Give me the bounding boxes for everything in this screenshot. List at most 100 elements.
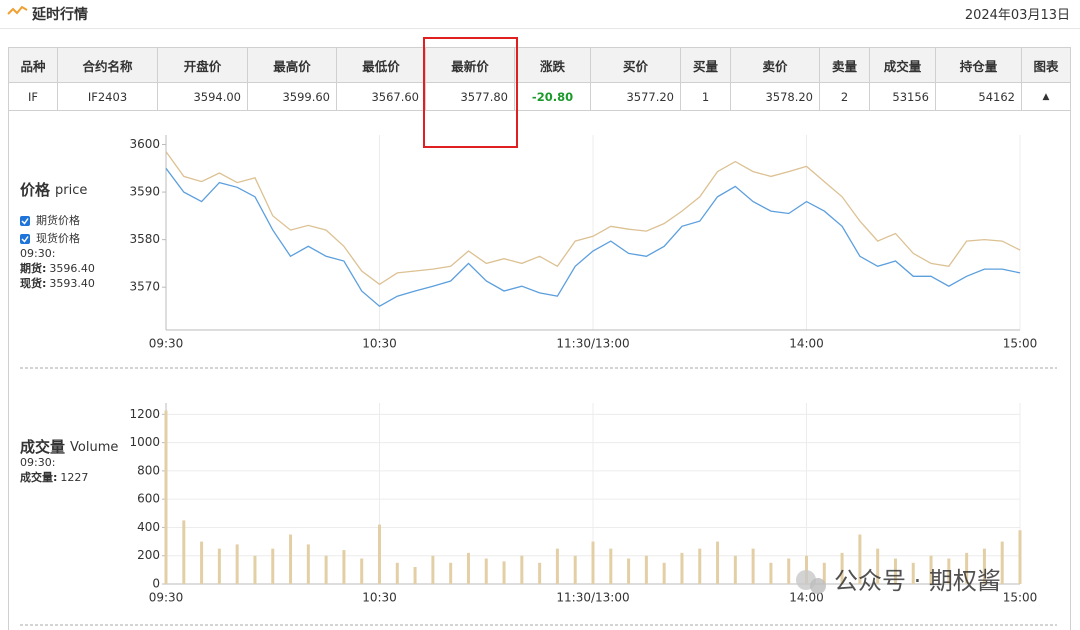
y-tick-label: 3590 — [129, 185, 160, 199]
price-line — [165, 167, 1021, 307]
volume-bar — [893, 558, 897, 584]
readout-value: 3596.40 — [49, 262, 95, 275]
panel-subtitle: Volume — [70, 440, 118, 455]
header-date: 2024年03月13日 — [964, 8, 1070, 23]
highlight-box — [423, 37, 518, 148]
x-tick-label: 11:30/13:00 — [556, 337, 629, 351]
volume-bar — [413, 567, 417, 584]
volume-bar — [716, 541, 720, 584]
panel-title: 价格 price — [20, 181, 87, 199]
x-tick-label: 09:30 — [149, 337, 184, 351]
cell: 1 — [680, 82, 731, 111]
data-row: IF IF2403 3594.00 3599.60 3567.60 3577.80 -20.… — [8, 82, 1071, 111]
volume-bar — [555, 548, 559, 584]
column-header: 买量 — [680, 47, 731, 83]
volume-bar — [182, 520, 186, 584]
legend-label: 现货价格 — [36, 231, 80, 245]
readout-label: 期货: — [20, 261, 46, 275]
chart-toggle[interactable]: ▲ — [1021, 82, 1071, 111]
volume-bar — [644, 555, 648, 584]
cell: IF — [8, 82, 58, 111]
volume-bar — [805, 555, 808, 584]
header-row: 品种 合约名称 开盘价 最高价 最低价 最新价 涨跌 买价 买量 卖价 卖量 成交量 持仓量 图表 — [8, 47, 1071, 83]
x-tick-label: 10:30 — [362, 337, 397, 351]
volume-bar — [1018, 530, 1022, 584]
readout-time: 09:30: — [20, 247, 55, 260]
x-tick-label: 10:30 — [362, 591, 397, 605]
volume-bar — [947, 558, 951, 584]
cell: 53156 — [869, 82, 936, 111]
panel-title-main: 成交量 — [20, 438, 65, 456]
volume-bar — [876, 548, 880, 584]
x-tick-label: 15:00 — [1003, 337, 1038, 351]
volume-bar — [982, 548, 986, 584]
column-header: 品种 — [8, 47, 58, 83]
legend-checkbox[interactable] — [20, 216, 30, 226]
volume-bar — [289, 534, 293, 584]
column-header: 图表 — [1021, 47, 1071, 83]
cell: 54162 — [935, 82, 1022, 111]
volume-bar — [306, 544, 310, 584]
legend-checkbox[interactable] — [20, 234, 30, 244]
y-tick-label: 3600 — [129, 137, 160, 151]
y-tick-label: 1000 — [129, 435, 160, 449]
panel-subtitle: price — [55, 183, 87, 198]
column-header: 开盘价 — [157, 47, 248, 83]
volume-bar — [822, 562, 826, 584]
y-tick-label: 600 — [137, 492, 160, 506]
volume-bar — [200, 541, 204, 584]
volume-bar — [1000, 541, 1004, 584]
y-tick-label: 3580 — [129, 232, 160, 246]
volume-bar — [360, 558, 364, 584]
volume-bar — [395, 562, 399, 584]
panel-title: 成交量 Volume — [20, 438, 118, 456]
volume-bar — [449, 562, 453, 584]
readout-value: 1227 — [60, 471, 88, 484]
column-header: 最高价 — [247, 47, 337, 83]
volume-bar — [378, 524, 381, 584]
volume-bar — [324, 555, 328, 584]
cell: 3594.00 — [157, 82, 248, 111]
readout-label: 现货: — [20, 276, 46, 290]
volume-bar — [787, 558, 791, 584]
watermark-icon — [810, 578, 826, 594]
readout-value: 3593.40 — [49, 277, 95, 290]
column-header: 买价 — [590, 47, 681, 83]
cell: 3577.80 — [425, 82, 515, 111]
column-header: 最新价 — [425, 47, 515, 83]
chart-frame — [8, 110, 1071, 630]
column-header: 成交量 — [869, 47, 936, 83]
y-tick-label: 1200 — [129, 407, 160, 421]
cell: 2 — [819, 82, 870, 111]
price-line — [165, 151, 1021, 286]
quote-table: 品种 合约名称 开盘价 最高价 最低价 最新价 涨跌 买价 买量 卖价 卖量 成交量 持仓量 图表 IF IF… — [8, 47, 1071, 111]
volume-bar — [431, 555, 435, 584]
x-tick-label: 09:30 — [149, 591, 184, 605]
column-header: 涨跌 — [514, 47, 591, 83]
x-tick-label: 14:00 — [789, 591, 824, 605]
volume-bar — [911, 562, 915, 584]
x-tick-label: 15:00 — [1003, 591, 1038, 605]
volume-bar — [520, 555, 524, 584]
volume-bar — [662, 562, 666, 584]
column-header: 合约名称 — [57, 47, 158, 83]
volume-bar — [235, 544, 239, 584]
volume-bar — [698, 548, 702, 584]
volume-bar — [484, 558, 488, 584]
header-divider — [0, 28, 1080, 29]
volume-bar — [627, 558, 631, 584]
legend-label: 期货价格 — [36, 213, 80, 227]
cell: IF2403 — [57, 82, 158, 111]
volume-bar — [858, 534, 862, 584]
x-tick-label: 11:30/13:00 — [556, 591, 629, 605]
volume-bar — [733, 555, 737, 584]
legend-check — [21, 218, 29, 225]
watermark: 公众号 · 期权酱 — [834, 567, 1001, 595]
cell: 3577.20 — [590, 82, 681, 111]
volume-bar — [164, 410, 168, 584]
volume-bar — [680, 552, 684, 584]
cell: -20.80 — [514, 82, 591, 111]
volume-bar — [573, 555, 577, 584]
volume-bar — [466, 552, 470, 584]
